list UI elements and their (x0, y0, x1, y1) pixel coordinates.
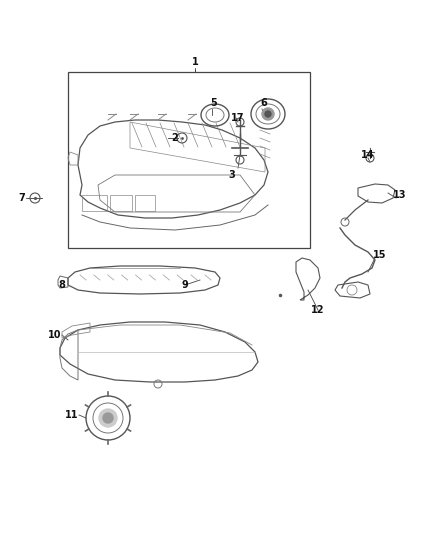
Circle shape (99, 409, 117, 427)
Text: 10: 10 (48, 330, 62, 340)
Circle shape (265, 111, 271, 117)
Circle shape (262, 108, 274, 120)
Text: 8: 8 (59, 280, 65, 290)
Text: 13: 13 (393, 190, 407, 200)
Text: 1: 1 (192, 57, 198, 67)
Text: 11: 11 (65, 410, 79, 420)
Text: 17: 17 (231, 113, 245, 123)
Text: 6: 6 (261, 98, 267, 108)
Text: 7: 7 (19, 193, 25, 203)
Bar (68, 72, 310, 248)
Text: 5: 5 (211, 98, 217, 108)
Bar (82, 195, 107, 211)
Circle shape (103, 413, 113, 423)
Text: 12: 12 (311, 305, 325, 315)
Text: 3: 3 (229, 170, 235, 180)
Bar (135, 195, 155, 211)
Text: 15: 15 (373, 250, 387, 260)
Text: 9: 9 (182, 280, 188, 290)
Bar (110, 195, 132, 211)
Text: 2: 2 (172, 133, 178, 143)
Text: 14: 14 (361, 150, 375, 160)
